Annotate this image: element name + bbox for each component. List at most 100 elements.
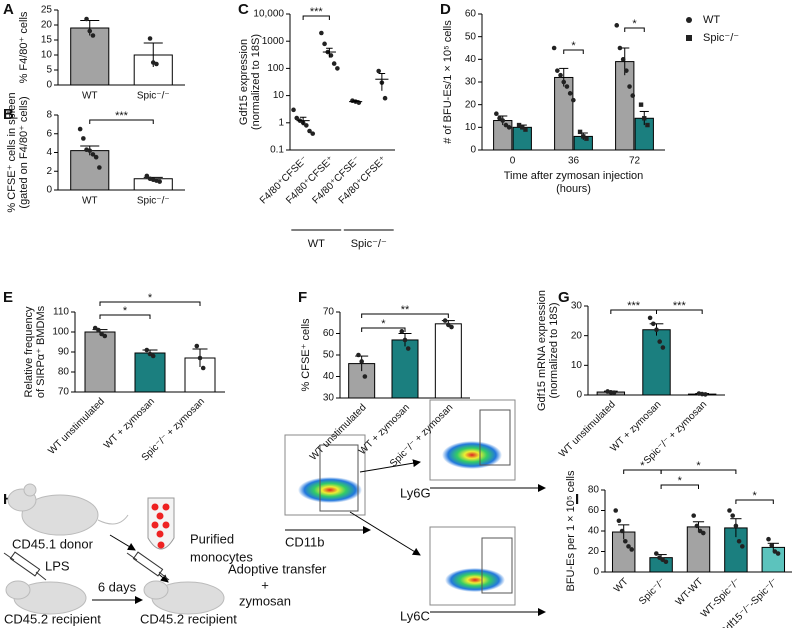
data-point <box>581 134 586 139</box>
data-point <box>730 513 735 518</box>
data-point <box>150 353 156 359</box>
y-tick-label: 10 <box>41 50 53 61</box>
data-point <box>506 125 512 130</box>
data-point <box>405 346 411 351</box>
data-point <box>500 118 506 123</box>
y-tick-label: 10 <box>571 360 583 371</box>
data-point <box>638 102 644 107</box>
panel-letter: C <box>238 1 249 18</box>
transfer-label: zymosan <box>239 593 291 608</box>
legend-label: WT <box>703 14 720 26</box>
tube <box>147 497 175 550</box>
data-point <box>96 327 101 333</box>
data-point <box>727 508 732 513</box>
data-point <box>571 97 576 103</box>
y-tick-label: 20 <box>465 99 477 110</box>
x-tick-label: WT <box>612 576 631 595</box>
y-axis-label: (gated on F4/80⁺ cells) <box>18 96 30 208</box>
arrow <box>359 459 421 473</box>
y-tick-label: 50 <box>465 31 477 42</box>
data-point <box>144 347 150 353</box>
y-axis-label: (normalized to 18S) <box>548 303 560 399</box>
data-point <box>87 148 93 153</box>
data-point <box>629 547 634 552</box>
data-point <box>626 544 631 549</box>
y-tick-label: 30 <box>323 393 335 404</box>
legend-marker <box>686 35 692 41</box>
bar <box>512 126 532 151</box>
data-point <box>154 61 159 67</box>
data-point <box>87 28 93 34</box>
gate <box>479 409 511 466</box>
data-point <box>651 321 656 327</box>
x-axis-label: Time after zymosan injection <box>504 170 644 182</box>
y-tick-label: 2 <box>46 166 52 177</box>
y-tick-label: 0 <box>46 185 52 196</box>
data-point <box>442 318 448 323</box>
data-point <box>614 23 620 28</box>
flow-axis-label: Ly6G <box>400 485 431 500</box>
y-axis-label: % CFSE⁺ cells <box>300 318 312 392</box>
data-point <box>157 179 162 184</box>
data-point <box>577 129 583 135</box>
x-tick-label: 36 <box>568 156 580 167</box>
y-tick-label: 4 <box>46 147 52 158</box>
data-point <box>90 33 96 38</box>
x-tick-label: Spic⁻/⁻ <box>637 576 668 607</box>
y-tick-label: 30 <box>571 301 583 312</box>
data-point <box>497 115 502 121</box>
data-point <box>294 115 300 121</box>
data-point <box>516 122 522 128</box>
data-point <box>319 30 324 36</box>
y-axis-label: Gdf15 mRNA expression <box>536 290 548 411</box>
flow-axis-label: CD11b <box>285 534 325 549</box>
data-point <box>645 122 650 128</box>
x-tick-label: WT unstimulated <box>46 396 107 457</box>
donor-label: CD45.1 donor <box>12 536 94 551</box>
data-point <box>630 93 636 98</box>
y-axis-label: (normalized to 18S) <box>250 34 262 130</box>
data-point <box>551 45 557 51</box>
data-point <box>657 339 662 344</box>
significance-label: * <box>632 18 637 30</box>
y-axis-label: % CFSE⁺ cells in spleen <box>6 92 18 212</box>
significance-bracket <box>735 499 774 504</box>
significance-bracket <box>660 469 737 474</box>
significance-bracket <box>361 313 449 318</box>
y-tick-label: 6 <box>46 128 52 139</box>
data-point <box>503 122 509 128</box>
flow-plots: CD11b Ly6G Ly6C <box>284 399 546 623</box>
bar <box>434 323 462 399</box>
data-point <box>194 343 200 349</box>
y-tick-label: 15 <box>41 35 53 46</box>
data-point <box>703 392 708 397</box>
significance-bracket <box>361 327 406 332</box>
y-axis-label: Gdf15 expression <box>238 39 250 125</box>
transfer-label: + <box>261 577 269 592</box>
significance-label: * <box>148 292 153 304</box>
data-point <box>402 337 408 343</box>
y-tick-label: 8 <box>46 110 52 121</box>
y-axis-label: BFU-Es per 1 × 10⁵ cells <box>565 470 577 592</box>
data-point <box>291 107 296 113</box>
x-tick-label: WT <box>82 91 98 102</box>
x-tick-label: WT-WT <box>674 576 706 608</box>
y-axis-label: of SIRPα⁺ BMDMs <box>35 305 47 398</box>
data-point <box>611 390 617 395</box>
data-point <box>584 136 589 141</box>
data-point <box>359 359 364 364</box>
y-axis-label: % F4/80⁺ cells <box>18 11 30 83</box>
y-tick-label: 1 <box>278 117 284 128</box>
gate <box>319 444 359 512</box>
y-tick-label: 70 <box>58 387 70 398</box>
y-tick-label: 80 <box>58 367 70 378</box>
x-tick-label: WT unstimulated <box>557 399 618 460</box>
panel-letter: F <box>298 289 307 306</box>
bar <box>70 27 110 86</box>
data-point <box>766 536 771 542</box>
data-point <box>647 315 653 321</box>
bar <box>84 331 116 393</box>
data-point <box>197 355 203 361</box>
y-tick-label: 60 <box>465 9 477 20</box>
panel-letter: I <box>575 491 579 508</box>
